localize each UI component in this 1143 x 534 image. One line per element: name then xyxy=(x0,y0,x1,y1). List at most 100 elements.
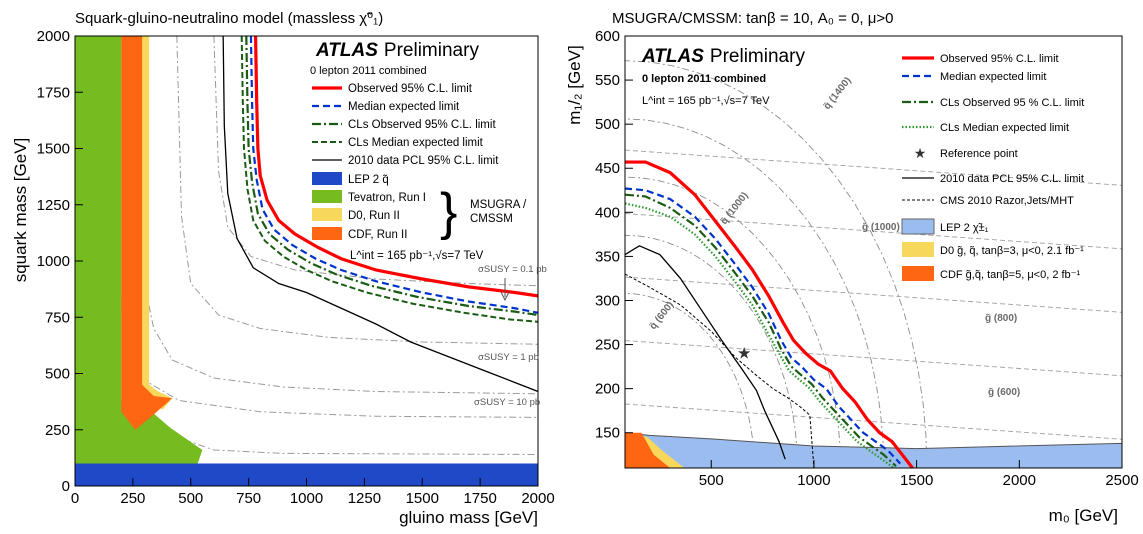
right-limit-curves: ★ xyxy=(625,160,914,468)
right-squark-isomass-1400 xyxy=(625,60,928,468)
left-legend-swatch-tevatron xyxy=(312,190,342,203)
right-y-tick-label: 300 xyxy=(595,292,620,309)
left-series-cls_obs xyxy=(245,36,538,317)
left-legend: Observed 95% C.L. limit Median expected l… xyxy=(312,83,499,241)
left-region-tevatron xyxy=(75,36,203,464)
right-isomass-label: q̃ (600) xyxy=(648,300,677,332)
right-chart-panel: MSUGRA/CMSSM: tanβ = 10, A₀ = 0, μ>0 ★ 5… xyxy=(565,10,1139,525)
right-legend-swatch-star: ★ xyxy=(914,145,927,161)
left-legend-label: Observed 95% C.L. limit xyxy=(348,83,473,95)
left-brace-label-1: MSUGRA / xyxy=(470,199,527,211)
left-xsec-contour-3 xyxy=(116,35,539,418)
right-gluino-isomass-1400 xyxy=(625,149,1122,186)
right-y-tick-label: 150 xyxy=(595,425,620,442)
left-x-tick-label: 750 xyxy=(236,490,261,507)
left-x-tick-label: 1750 xyxy=(463,490,496,507)
right-x-tick-label: 2500 xyxy=(1105,472,1138,489)
right-legend-label: Median expected limit xyxy=(940,71,1046,83)
left-x-tick-label: 1250 xyxy=(348,490,381,507)
left-y-tick-label: 0 xyxy=(62,478,70,495)
left-annotation-10pb: σSUSY = 10 pb xyxy=(474,397,540,408)
right-legend-swatch-cdf xyxy=(902,266,934,281)
left-xsec-contour-1 xyxy=(176,35,539,345)
left-brace: } xyxy=(440,183,457,241)
right-isomass-label: g̃ (1000) xyxy=(862,222,900,233)
left-legend-label: 2010 data PCL 95% C.L. limit xyxy=(348,155,499,167)
left-series-observed xyxy=(253,36,538,298)
left-annotation-0p1pb: σSUSY = 0.1 pb xyxy=(478,264,547,275)
right-series-expected xyxy=(625,187,902,465)
right-series-pcl xyxy=(625,245,786,460)
right-x-tick-label: 1500 xyxy=(900,472,933,489)
left-chart-panel: Squark-gluino-neutralino model (massless… xyxy=(11,10,555,527)
left-legend-label: CLs Observed 95% C.L. limit xyxy=(348,119,496,131)
right-plot-frame xyxy=(624,35,1123,469)
left-x-tick-label: 1000 xyxy=(290,490,323,507)
right-legend-label: CLs Observed 95 % C.L. limit xyxy=(940,97,1084,109)
left-x-tick-label: 0 xyxy=(71,490,79,507)
left-legend-label: CLs Median expected limit xyxy=(348,137,484,149)
right-series-cls_obs xyxy=(625,193,897,468)
right-x-tick-label: 500 xyxy=(699,472,724,489)
left-y-axis-label: squark mass [GeV] xyxy=(11,138,30,283)
left-annotation-arrowhead xyxy=(500,291,510,302)
left-y-tick-label: 2000 xyxy=(37,28,70,45)
left-limit-curves xyxy=(222,36,538,393)
right-y-tick-label: 600 xyxy=(595,28,620,45)
left-atlas-label: ATLAS Preliminary xyxy=(315,40,479,61)
left-region-cdf xyxy=(121,36,173,430)
right-legend-label: CLs Median expected limit xyxy=(940,122,1069,134)
right-gluino-isomass-1000 xyxy=(625,276,1122,313)
right-legend-label: D0 g̃, q̃, tanβ=3, μ<0, 2.1 fb⁻¹ xyxy=(940,245,1084,257)
right-x-tick-label: 1000 xyxy=(797,472,830,489)
left-legend-label: LEP 2 q̃ xyxy=(348,174,389,186)
left-series-pcl xyxy=(222,36,538,393)
right-gluino-isomass-800 xyxy=(625,340,1122,377)
left-annotation-1pb: σSUSY = 1 pb xyxy=(478,352,539,363)
right-y-tick-label: 200 xyxy=(595,381,620,398)
left-y-tick-label: 1000 xyxy=(37,253,70,270)
left-legend-swatch-d0 xyxy=(312,208,342,221)
right-x-axis-label: m₀ [GeV] xyxy=(1049,506,1118,525)
right-gluino-isomass-600 xyxy=(625,403,1122,440)
right-gluino-isomass-1200 xyxy=(625,213,1122,250)
right-region-cdf xyxy=(625,432,671,468)
right-series-observed xyxy=(625,160,914,468)
right-y-tick-label: 400 xyxy=(595,204,620,221)
left-legend-label: Tevatron, Run I xyxy=(348,192,426,204)
left-subtitle: 0 lepton 2011 combined xyxy=(310,65,427,77)
left-y-tick-label: 250 xyxy=(45,422,70,439)
left-legend-label: D0, Run II xyxy=(348,210,400,222)
right-legend-swatch-lep_light xyxy=(901,218,935,235)
right-series-cms xyxy=(625,273,815,468)
left-series-cls_exp xyxy=(240,36,538,323)
left-lumi: L^int = 165 pb⁻¹,√s=7 TeV xyxy=(350,249,484,262)
left-legend-label: CDF, Run II xyxy=(348,229,407,241)
right-atlas-label: ATLAS Preliminary xyxy=(641,46,805,67)
right-isomass-label: g̃ (600) xyxy=(988,387,1020,398)
right-isomass-label: g̃ (800) xyxy=(985,313,1017,324)
right-squark-isomass-1200 xyxy=(625,118,885,468)
left-xsec-contour-4 xyxy=(155,429,539,455)
left-legend-label: Median expected limit xyxy=(348,101,460,113)
right-x-tick-label: 2000 xyxy=(1003,472,1036,489)
left-y-tick-label: 1500 xyxy=(37,141,70,158)
left-x-tick-label: 2000 xyxy=(521,490,554,507)
right-region-lep_light xyxy=(625,432,1122,468)
left-y-tick-label: 1250 xyxy=(37,197,70,214)
left-legend-swatch-lep xyxy=(312,172,342,185)
left-x-tick-label: 1500 xyxy=(406,490,439,507)
right-squark-isomass-800 xyxy=(625,234,798,468)
right-y-tick-label: 450 xyxy=(595,160,620,177)
left-y-tick-label: 1750 xyxy=(37,84,70,101)
right-reference-point-star: ★ xyxy=(737,345,751,362)
left-y-tick-label: 500 xyxy=(45,366,70,383)
right-excluded-regions xyxy=(625,432,1122,468)
left-chart-title: Squark-gluino-neutralino model (massless… xyxy=(75,10,383,27)
right-y-tick-label: 350 xyxy=(595,248,620,265)
left-y-tick-label: 750 xyxy=(45,309,70,326)
right-legend: Observed 95% C.L. limit Median expected l… xyxy=(901,53,1084,281)
right-legend-label: 2010 data PCL 95% C.L. limit xyxy=(940,173,1084,185)
right-isomass-label: q̃ (1400) xyxy=(822,75,854,112)
